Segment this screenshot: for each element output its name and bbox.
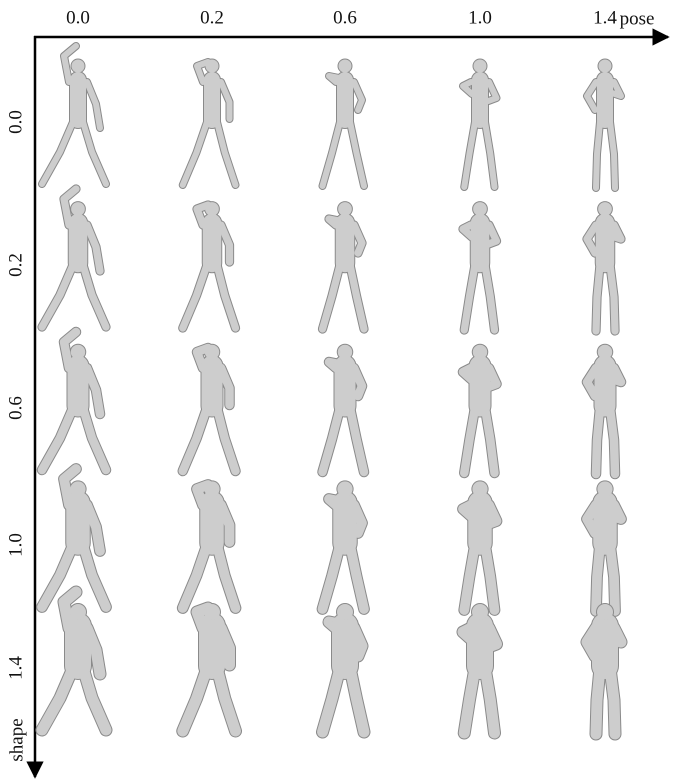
limb — [42, 122, 73, 184]
limb — [83, 122, 106, 184]
body-mesh — [42, 46, 106, 184]
head — [597, 604, 613, 620]
body-mesh — [587, 344, 621, 474]
limb — [350, 122, 364, 186]
head — [71, 202, 85, 216]
limb — [464, 408, 475, 473]
body-mesh — [42, 189, 106, 327]
shape-axis-label: shape — [6, 718, 27, 761]
limb — [596, 668, 600, 734]
limb — [464, 668, 475, 733]
head — [598, 202, 612, 216]
limb — [217, 122, 236, 185]
limb — [42, 265, 73, 327]
limb — [323, 122, 341, 186]
limb — [610, 408, 615, 474]
limb — [610, 668, 615, 734]
shape-tick-label: 0.2 — [5, 253, 26, 277]
limb — [596, 265, 600, 331]
pose-axis-label: pose — [620, 8, 655, 29]
head — [473, 345, 488, 360]
body-mesh — [463, 59, 497, 188]
head — [206, 60, 219, 73]
head — [474, 60, 487, 73]
body-mesh — [323, 201, 365, 329]
limb — [596, 545, 600, 611]
head — [599, 60, 612, 73]
limb — [183, 265, 207, 328]
head — [338, 202, 352, 216]
head — [70, 604, 86, 620]
limb — [183, 122, 207, 185]
body-mesh — [463, 480, 497, 610]
limb — [183, 668, 207, 731]
body-mesh — [183, 201, 236, 328]
head — [338, 345, 353, 360]
body-mesh — [463, 344, 497, 473]
shape-tick-label: 0.6 — [5, 396, 26, 420]
body-mesh — [587, 480, 621, 611]
pose-tick-label: 1.4 — [593, 7, 617, 28]
limb — [323, 408, 341, 472]
head — [71, 345, 86, 360]
body-mesh — [587, 201, 621, 331]
body-mesh — [183, 480, 236, 608]
body-mesh — [183, 344, 236, 471]
head — [597, 481, 612, 496]
limb — [183, 408, 207, 471]
pose-tick-label: 0.2 — [200, 7, 224, 28]
shape-tick-label: 1.4 — [5, 656, 26, 680]
limb — [42, 408, 73, 470]
limb — [596, 408, 600, 474]
pose-tick-label: 0.6 — [333, 7, 357, 28]
limb — [323, 265, 341, 329]
body-mesh — [323, 344, 365, 472]
head — [472, 604, 488, 620]
head — [337, 481, 352, 496]
limb — [217, 265, 236, 328]
pose-tick-label: 1.0 — [468, 7, 492, 28]
head — [337, 604, 353, 620]
mesh-grid — [42, 46, 621, 734]
limb — [87, 225, 100, 271]
limb — [354, 82, 362, 110]
limb — [485, 545, 495, 610]
body-mesh — [323, 480, 365, 609]
head — [472, 481, 487, 496]
pose-tick-label: 0.0 — [66, 7, 90, 28]
head — [70, 481, 85, 496]
body-mesh — [587, 59, 621, 189]
shape-tick-label: 1.0 — [5, 533, 26, 557]
body-mesh — [42, 332, 106, 470]
limb — [610, 545, 615, 611]
head — [205, 345, 220, 360]
head — [72, 60, 85, 73]
head — [598, 345, 613, 360]
head — [205, 202, 219, 216]
body-mesh — [183, 603, 236, 731]
head — [339, 60, 352, 73]
body-mesh — [323, 603, 365, 732]
head — [204, 481, 219, 496]
figure: pose shape 0.0 0.2 0.6 1.0 1.4 0.0 0.2 0.6 1.0 1.… — [0, 0, 673, 781]
limb — [42, 668, 73, 730]
limb — [464, 545, 475, 610]
limb — [183, 545, 207, 608]
head — [473, 202, 487, 216]
limb — [350, 668, 364, 732]
body-mesh — [323, 59, 365, 187]
body-mesh — [463, 201, 497, 330]
limb — [485, 408, 495, 473]
body-mesh — [183, 59, 236, 186]
body-mesh — [42, 592, 106, 730]
body-mesh — [587, 603, 621, 734]
shape-tick-label: 0.0 — [5, 110, 26, 134]
body-mesh — [463, 603, 497, 733]
head — [204, 604, 220, 620]
